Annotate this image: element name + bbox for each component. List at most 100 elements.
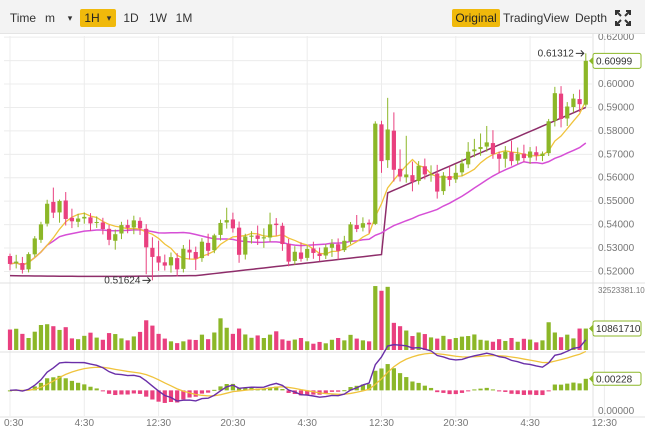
volume-bar <box>212 332 217 350</box>
candle-body <box>32 238 37 255</box>
macd-bar <box>441 390 446 393</box>
high-marker-label: 0.61312 <box>538 48 575 59</box>
price-chart[interactable]: 0.620000.610000.600000.590000.580000.570… <box>0 34 645 438</box>
macd-bar <box>521 390 526 395</box>
price-tick-label: 0.57000 <box>598 149 635 160</box>
ma-long-line <box>9 106 587 278</box>
volume-bar <box>515 341 520 350</box>
volume-bar <box>144 320 149 350</box>
volume-bar <box>391 322 396 350</box>
original-view-button[interactable]: Original <box>452 9 500 27</box>
macd-bar <box>435 390 440 393</box>
macd-bar <box>565 383 570 391</box>
candle-body <box>150 247 155 257</box>
candle-body <box>162 262 167 266</box>
ma-mid-line <box>9 142 587 266</box>
volume-bar <box>509 337 514 350</box>
volume-bar <box>472 334 477 350</box>
volume-bar <box>63 327 68 350</box>
candle-body <box>311 248 316 253</box>
last-price-tag: 0.60999 <box>596 56 633 67</box>
candlesticks <box>7 53 588 281</box>
candle-body <box>490 143 496 155</box>
volume-bar <box>435 338 440 350</box>
macd-bar <box>181 390 186 400</box>
volume-bar <box>150 325 155 350</box>
candle-body <box>119 225 124 234</box>
volume-bar <box>199 334 205 350</box>
candle-body <box>14 261 19 264</box>
time-tick-label: 12:30 <box>592 418 617 429</box>
time-label: Time <box>9 11 37 25</box>
volume-bar <box>32 331 37 350</box>
candle-body <box>521 153 526 159</box>
volume-bar <box>521 338 526 350</box>
macd-bar <box>144 390 149 397</box>
candle-body <box>441 175 446 192</box>
candle-body <box>385 129 390 161</box>
depth-button[interactable]: Depth <box>574 11 608 25</box>
volume-bar <box>360 340 366 350</box>
fullscreen-icon[interactable] <box>614 9 632 27</box>
time-tick-label: 12:30 <box>146 418 171 429</box>
volume-bar <box>20 333 25 350</box>
candle-body <box>416 165 421 182</box>
volume-bar <box>466 336 471 350</box>
volume-bar <box>82 335 87 350</box>
candle-body <box>509 152 514 162</box>
volume-bar <box>503 340 508 350</box>
volume-bar <box>38 325 44 350</box>
candle-body <box>478 147 483 149</box>
hour-dropdown-icon[interactable]: ▾ <box>106 13 112 23</box>
tradingview-button[interactable]: TradingView <box>503 11 570 25</box>
macd-bar <box>51 377 56 391</box>
volume-bars <box>7 286 588 350</box>
volume-bar <box>354 338 359 350</box>
macd-bar <box>7 390 13 392</box>
macd-bar <box>472 389 477 391</box>
macd-bar <box>230 383 235 391</box>
volume-bar <box>236 328 242 350</box>
macd-bar <box>546 390 551 392</box>
volume-bar <box>317 341 322 350</box>
candle-body <box>7 255 13 264</box>
candle-body <box>484 142 489 147</box>
price-tick-label: 0.53000 <box>598 243 635 254</box>
macd-bar <box>212 389 217 391</box>
volume-bar <box>168 341 174 350</box>
candle-body <box>497 154 502 159</box>
macd-bar <box>57 375 62 391</box>
candle-body <box>94 222 99 224</box>
volume-bar <box>57 329 62 350</box>
macd-bar <box>497 390 502 392</box>
candle-body <box>261 237 266 239</box>
candle-body <box>534 152 539 156</box>
last-volume-tag-pointer <box>589 324 593 333</box>
volume-bar <box>348 334 353 350</box>
volume-bar <box>565 334 570 350</box>
moving-average-lines <box>9 100 587 278</box>
day-interval-button[interactable]: 1D <box>123 11 139 25</box>
hour-interval-button[interactable]: 1H <box>80 9 116 27</box>
candle-body <box>552 93 557 121</box>
week-interval-button[interactable]: 1W <box>149 11 167 25</box>
macd-bar <box>391 368 396 391</box>
time-tick-label: 20:30 <box>443 418 468 429</box>
low-marker-label: 0.51624 <box>104 275 141 286</box>
volume-bar <box>379 290 384 350</box>
ma-short-line <box>9 100 587 266</box>
minute-dropdown-icon[interactable]: ▾ <box>67 13 73 23</box>
macd-bar <box>336 390 341 392</box>
minute-interval-button[interactable]: m <box>45 11 55 25</box>
macd-bar <box>342 390 347 392</box>
macd-bar <box>206 390 211 393</box>
macd-bar <box>428 387 434 391</box>
volume-bar <box>404 330 409 350</box>
candle-body <box>274 223 279 226</box>
candle-body <box>360 223 366 228</box>
candle-body <box>218 222 223 235</box>
month-interval-button[interactable]: 1M <box>175 11 193 25</box>
volume-bar <box>261 337 266 350</box>
chart-toolbar: Time m ▾ 1H ▾ 1D 1W 1M Original TradingV… <box>0 0 645 34</box>
macd-axis-label: 0.00000 <box>598 406 635 417</box>
